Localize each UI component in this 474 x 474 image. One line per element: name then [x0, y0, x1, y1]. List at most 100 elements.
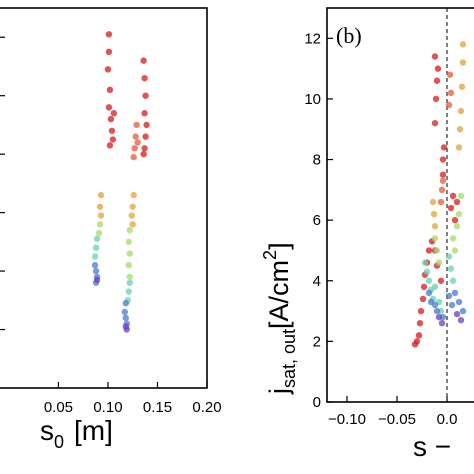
panel-b-point — [420, 283, 428, 291]
panel-a-point — [109, 136, 117, 143]
panel-a-xlabel: s0 [m] — [40, 415, 113, 452]
panel-b-point — [440, 144, 448, 151]
panel-b-point — [435, 259, 443, 266]
panel-b-ylabel: jsat, out[A/cm2] — [260, 242, 299, 395]
panel-b-ylabel-sub: sat, out — [279, 329, 299, 388]
panel-b-point — [431, 283, 439, 291]
panel-a-point — [128, 212, 135, 219]
panel-a-frame — [0, 7, 208, 389]
panel-b-xtick-label: −0.05 — [378, 411, 416, 428]
panel-a-point — [93, 276, 101, 284]
panel-b-point — [429, 198, 437, 206]
panel-b-point — [449, 277, 457, 284]
panel-b-point — [453, 198, 461, 206]
panel-b-point — [459, 41, 467, 48]
panel-b-point — [459, 307, 467, 315]
panel-a-point — [125, 288, 132, 295]
panel-a-xlabel-sub: 0 — [54, 432, 64, 452]
panel-a-point — [96, 203, 104, 210]
panel-a-xlabel-unit: [m] — [74, 415, 113, 446]
panel-b-point — [432, 95, 440, 103]
panel-b-point — [451, 289, 459, 297]
panel-b-point — [413, 338, 421, 345]
panel-a-point — [105, 104, 113, 111]
panel-a-point — [97, 212, 105, 219]
panel-b-ylabel-unit-sup: 2 — [260, 250, 280, 260]
panel-a-point — [123, 326, 130, 333]
panel-b-point — [425, 289, 433, 297]
panel-b-ytick-label: 8 — [313, 152, 321, 169]
panel-a-point — [134, 139, 141, 146]
panel-b-ylabel-main: j — [264, 388, 294, 395]
panel-a-point — [122, 314, 129, 322]
panel-b-ytick-label: 4 — [313, 273, 321, 290]
panel-a-point — [122, 300, 129, 307]
panel-b-point — [445, 253, 453, 260]
panel-a-point — [107, 115, 115, 123]
panel-a-xlabel-main: s — [40, 415, 54, 446]
panel-b-point — [447, 204, 455, 212]
panel-a-point — [121, 308, 128, 316]
panel-a-point — [93, 235, 101, 243]
panel-a-point — [140, 57, 147, 64]
panel-b-point — [457, 192, 465, 200]
panel-a-point — [104, 66, 112, 73]
panel-a-point — [92, 244, 100, 251]
panel-b-point — [447, 265, 455, 272]
panel-b-point — [451, 247, 459, 254]
panel-b-point — [423, 268, 431, 275]
panel-b-ticks: −0.10 −0.05 0.0 0 2 4 6 8 10 12 — [304, 30, 457, 428]
panel-a-point — [125, 262, 132, 269]
panel-b-point — [439, 171, 447, 178]
panel-b-point — [430, 210, 438, 218]
panel-a-point — [125, 238, 132, 246]
panel-a-point — [132, 133, 139, 140]
panel-b-point — [425, 277, 433, 284]
panel-b-point — [431, 235, 439, 242]
panel-b-point — [415, 332, 423, 339]
panel-b-point — [431, 301, 439, 309]
panel-b-point — [455, 298, 463, 306]
panel-a-point — [91, 262, 99, 269]
panel-b-point — [457, 107, 465, 115]
panel-b-point — [433, 77, 441, 84]
panel-a-point — [141, 74, 148, 82]
panel-a-point — [126, 226, 133, 234]
panel-b-xtick-label: 0.0 — [437, 411, 458, 428]
panel-b-point — [447, 89, 455, 97]
panel-b-point — [453, 310, 461, 318]
panel-a-point — [129, 221, 136, 228]
panel-a-point — [110, 110, 118, 117]
panel-a-point — [106, 142, 114, 149]
panel-b-xlabel: s − — [413, 431, 451, 462]
panel-b-point — [425, 247, 433, 254]
panel-b-point — [449, 235, 457, 242]
panel-b-point — [417, 307, 425, 315]
panel-a-point — [105, 48, 113, 56]
panel-b-point — [437, 198, 445, 206]
panel-a-point — [141, 110, 148, 117]
panel-b-ylabel-unit-open: [A/cm — [264, 260, 294, 329]
panel-b-point — [446, 71, 454, 78]
panel-a-point — [126, 279, 133, 286]
panel-b-point — [437, 277, 445, 284]
panel-b-point — [455, 144, 463, 151]
panel-b-point — [434, 65, 442, 72]
panel-b-point — [433, 247, 441, 254]
panel-a-point — [129, 203, 136, 210]
panel-b-point — [439, 156, 447, 163]
panel-a-point — [140, 150, 147, 158]
panel-a-point — [108, 127, 116, 134]
panel-a-point — [143, 121, 150, 129]
panel-a-xtick-label: 0.10 — [93, 399, 122, 416]
panel-a-point — [126, 273, 133, 281]
panel-a-point — [95, 229, 103, 237]
panel-b-point — [448, 301, 456, 309]
panel-a-point — [106, 86, 114, 94]
panel-b-point — [438, 186, 446, 194]
panel-b-label: (b) — [336, 23, 362, 48]
panel-a-point — [141, 145, 148, 152]
panel-a-xtick-label: 0.15 — [143, 399, 172, 416]
panel-b-point — [458, 83, 466, 91]
panel-b-point — [451, 216, 459, 224]
